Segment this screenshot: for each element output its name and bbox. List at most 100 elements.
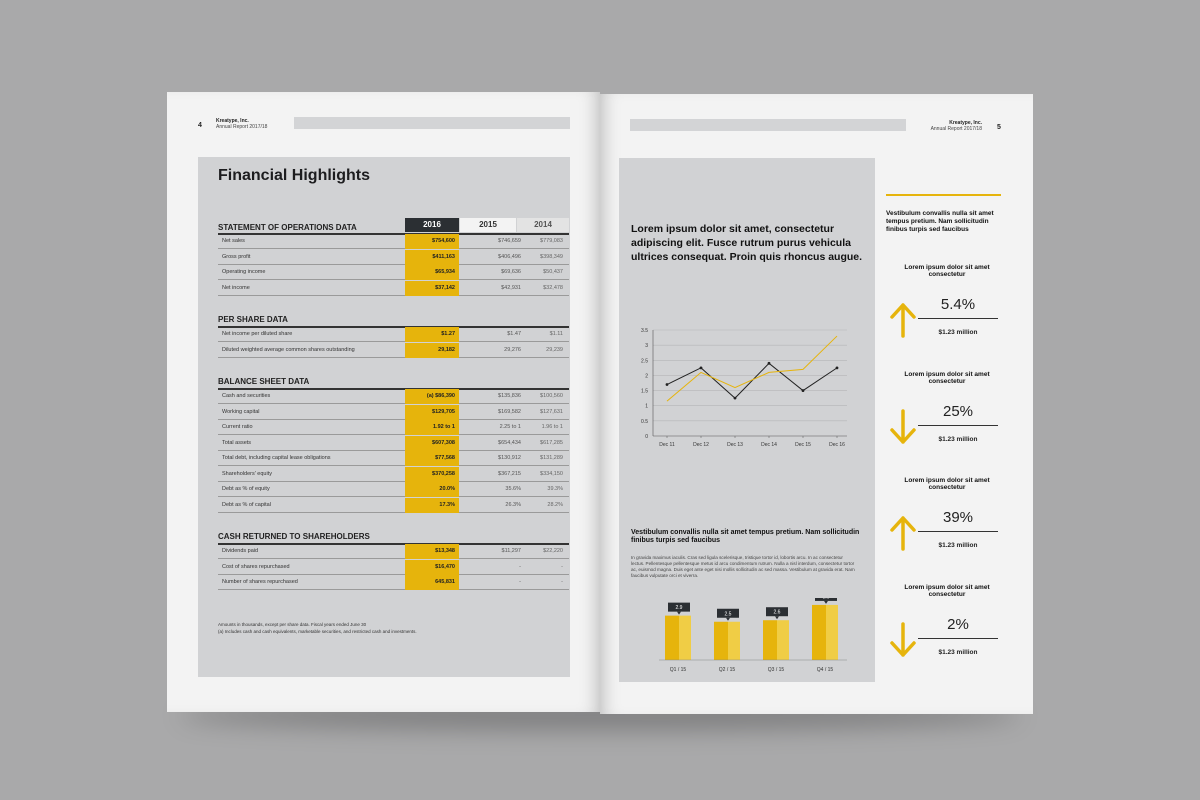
data-point <box>835 366 839 370</box>
value-2016: $607,308 <box>405 435 459 451</box>
table-row: Dividends paid $13,348 $11,297 $22,220 <box>218 544 569 559</box>
value-2014: $100,560 <box>540 393 563 399</box>
value-2016: (a) $86,390 <box>405 389 459 404</box>
value-2015: $169,582 <box>498 408 521 415</box>
value-2015: 2.25 to 1 <box>499 424 521 430</box>
table-row: Shareholders' equity $370,258 $367,215 $334… <box>218 466 569 482</box>
table-row: Total debt, including capital lease obli… <box>218 451 569 466</box>
stat-title: Lorem ipsum dolor sit amet consectetur <box>904 264 990 278</box>
bar <box>812 604 826 660</box>
header-report: Annual Report 2017/18 <box>216 124 268 130</box>
section-heading: PER SHARE DATA <box>218 315 288 324</box>
bar-highlight <box>826 604 838 660</box>
table-row: Cash and securities (a) $86,390 $135,836 $1… <box>218 389 569 404</box>
y-tick-label: 3 <box>645 343 648 349</box>
stat-divider <box>918 318 998 319</box>
table-row: Net income $37,142 $42,931 $32,478 <box>218 280 569 296</box>
bar-highlight <box>728 621 740 660</box>
bar-label-pointer <box>775 616 779 620</box>
value-2015: 35.6% <box>505 486 521 492</box>
bar <box>665 615 679 660</box>
row-label: Debt as % of equity <box>222 486 270 492</box>
y-tick-label: 1.5 <box>641 389 648 395</box>
data-point <box>665 383 669 386</box>
value-2014: $22,220 <box>543 548 563 554</box>
table-row: Diluted weighted average common shares o… <box>218 342 569 358</box>
right-page: Kreatype, Inc. Annual Report 2017/18 5 L… <box>600 94 1033 714</box>
bar-value-label: 3.6 <box>823 598 830 600</box>
left-page: 4 Kreatype, Inc. Annual Report 2017/18 F… <box>167 92 600 712</box>
bar-label-pointer <box>677 611 681 615</box>
table-row: Debt as % of equity 20.0% 35.6% 39.3% <box>218 482 569 497</box>
stat-subvalue: $1.23 million <box>938 542 978 549</box>
value-2015: $654,434 <box>498 439 521 446</box>
bar-highlight <box>777 620 789 660</box>
value-2016: $754,600 <box>405 234 459 249</box>
bar-label-badge <box>717 608 739 618</box>
value-2014: 1.96 to 1 <box>541 424 563 430</box>
value-2014: 29,239 <box>546 346 563 353</box>
page-number: 4 <box>198 122 202 129</box>
y-tick-label: 3.5 <box>641 328 648 334</box>
row-label: Total assets <box>222 439 252 446</box>
section-heading: CASH RETURNED TO SHAREHOLDERS <box>218 532 370 541</box>
value-2016: $65,934 <box>405 265 459 280</box>
data-point <box>699 366 703 370</box>
y-tick-label: 0.5 <box>641 419 648 425</box>
footnote: (a) Includes cash and cash equivalents, … <box>218 629 417 634</box>
value-2014: 39.3% <box>547 486 563 492</box>
bar-value-label: 2.9 <box>676 605 683 611</box>
section-rule <box>218 233 569 235</box>
value-2016: 29,182 <box>405 342 459 358</box>
bar-category-label: Q2 / 15 <box>719 667 736 673</box>
x-tick-label: Dec 15 <box>795 442 811 448</box>
bar-value-label: 2.6 <box>774 610 781 616</box>
row-label: Operating income <box>222 269 266 275</box>
value-2015: $11,297 <box>501 548 521 554</box>
row-label: Net sales <box>222 238 245 244</box>
value-2015: 26.3% <box>505 501 521 508</box>
row-label: Net income <box>222 284 250 291</box>
x-tick-label: Dec 12 <box>693 442 709 448</box>
value-2014: $779,083 <box>540 238 563 244</box>
bar-label-badge <box>668 602 690 612</box>
stat-subvalue: $1.23 million <box>938 649 978 656</box>
value-2014: $131,289 <box>540 455 563 461</box>
value-2014: $1.11 <box>549 331 563 337</box>
side-heading: Vestibulum convallis nulla sit amet temp… <box>886 210 994 233</box>
header-bar <box>630 119 906 131</box>
stat-divider <box>918 425 998 426</box>
value-2015: - <box>519 579 521 585</box>
y-tick-label: 2.5 <box>641 358 648 364</box>
charts-panel: Lorem ipsum dolor sit amet, consectetur … <box>619 158 875 682</box>
stat-title: Lorem ipsum dolor sit amet consectetur <box>904 371 990 385</box>
data-point <box>801 389 805 392</box>
bar-label-badge <box>815 598 837 601</box>
value-2015: $135,836 <box>498 393 521 399</box>
page-title: Financial Highlights <box>218 167 371 184</box>
section-heading: BALANCE SHEET DATA <box>218 377 310 386</box>
section-rule <box>218 388 569 390</box>
value-2015: $746,659 <box>498 238 521 244</box>
accent-rule <box>886 194 1001 196</box>
x-tick-label: Dec 14 <box>761 442 777 448</box>
value-2015: 29,276 <box>504 346 521 353</box>
value-2016: $411,163 <box>405 249 459 265</box>
stat-divider <box>918 531 998 532</box>
table-row: Total assets $607,308 $654,434 $617,285 <box>218 435 569 451</box>
value-2016: $13,348 <box>405 544 459 559</box>
column-header-2014: 2014 <box>517 218 569 232</box>
y-tick-label: 0 <box>645 434 648 440</box>
bar-category-label: Q4 / 15 <box>817 667 834 673</box>
row-label: Gross profit <box>222 253 251 260</box>
value-2014: 28.2% <box>547 501 563 508</box>
arrow-up-icon <box>890 516 916 551</box>
page-number: 5 <box>997 124 1001 131</box>
value-2015: - <box>519 563 521 570</box>
table-row: Debt as % of capital 17.3% 26.3% 28.2% <box>218 497 569 513</box>
header-company: Kreatype, Inc. <box>216 118 249 124</box>
x-tick-label: Dec 13 <box>727 442 743 448</box>
value-2014: - <box>561 563 563 570</box>
table-row: Gross profit $411,163 $406,496 $398,349 <box>218 249 569 265</box>
section-heading: STATEMENT OF OPERATIONS DATA <box>218 223 357 232</box>
